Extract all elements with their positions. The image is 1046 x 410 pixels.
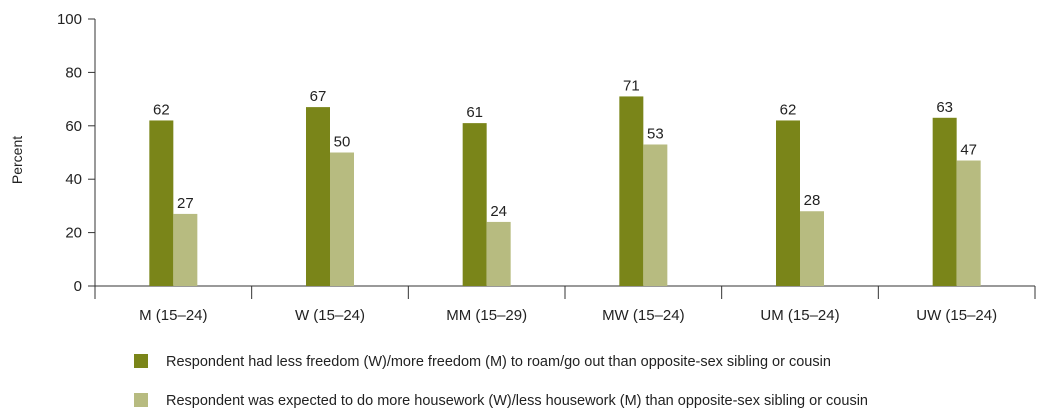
y-ticks: 0 20 40 60 80 100	[57, 11, 95, 295]
bar-series-2	[486, 221, 511, 286]
bar-series-1	[932, 117, 957, 286]
bar-series-2	[330, 152, 354, 286]
legend-label-1: Respondent had less freedom (W)/more fre…	[166, 354, 831, 370]
data-label: 47	[960, 142, 977, 159]
y-tick-label: 100	[57, 11, 82, 28]
data-label: 28	[804, 192, 821, 209]
legend-swatch-2	[134, 393, 148, 407]
y-axis-label: Percent	[9, 136, 25, 184]
bar-series-1	[619, 96, 644, 287]
data-label: 63	[936, 99, 953, 116]
y-tick-label: 60	[65, 118, 82, 135]
y-tick-label: 80	[65, 64, 82, 81]
data-label: 24	[490, 203, 507, 220]
data-labels: 62 27 67 50 61 24 71 53 62 28 63 47	[153, 77, 977, 219]
bar-series-1	[462, 123, 487, 286]
bar-series-2	[643, 144, 668, 286]
y-tick-label: 0	[74, 278, 82, 295]
legend-swatch-1	[134, 354, 148, 368]
bar-series-1	[306, 107, 330, 286]
x-tick-label: UM (15–24)	[760, 307, 839, 324]
legend: Respondent had less freedom (W)/more fre…	[134, 354, 868, 409]
bar-series-2	[173, 213, 198, 286]
data-label: 53	[647, 125, 664, 142]
y-tick-label: 40	[65, 171, 82, 188]
bar-series-2	[800, 211, 824, 286]
data-label: 27	[177, 195, 194, 212]
x-tick-label: MM (15–29)	[446, 307, 527, 324]
x-ticks: M (15–24) W (15–24) MM (15–29) MW (15–24) UM…	[94, 286, 1036, 324]
y-tick-label: 20	[65, 225, 82, 242]
bar-series-1	[149, 120, 174, 287]
x-tick-label: UW (15–24)	[916, 307, 997, 324]
x-tick-label: W (15–24)	[295, 307, 365, 324]
data-label: 62	[780, 101, 797, 118]
data-label: 61	[466, 104, 483, 121]
data-label: 50	[334, 134, 351, 151]
bar-series-2	[956, 160, 981, 286]
data-label: 71	[623, 77, 640, 94]
bar-series-1	[776, 120, 800, 287]
x-tick-label: MW (15–24)	[602, 307, 685, 324]
bars	[149, 96, 981, 287]
data-label: 67	[310, 88, 327, 105]
data-label: 62	[153, 101, 170, 118]
x-tick-label: M (15–24)	[139, 307, 207, 324]
legend-label-2: Respondent was expected to do more house…	[166, 393, 868, 409]
